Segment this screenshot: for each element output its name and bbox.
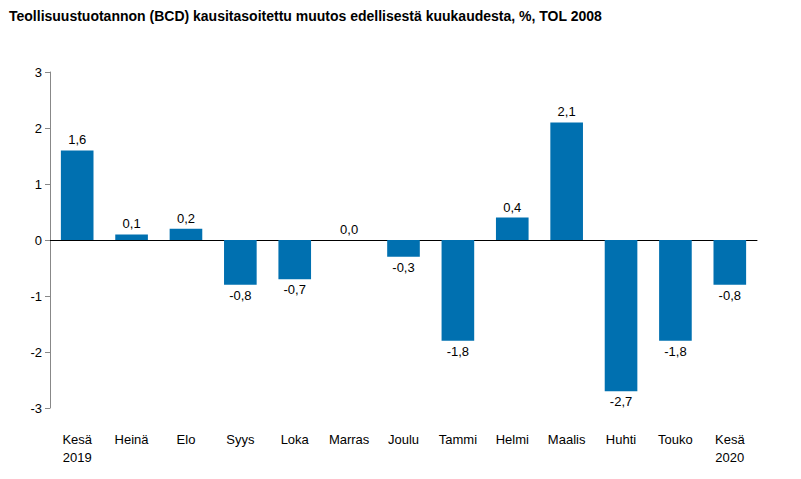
svg-text:-1,8: -1,8: [664, 344, 686, 359]
svg-text:-3: -3: [30, 401, 42, 416]
svg-text:0,0: 0,0: [340, 222, 358, 237]
svg-text:Heinä: Heinä: [115, 432, 150, 447]
svg-text:Tammi: Tammi: [439, 432, 477, 447]
svg-text:-2: -2: [30, 345, 42, 360]
svg-text:-1: -1: [30, 289, 42, 304]
svg-text:0,2: 0,2: [177, 211, 195, 226]
svg-text:Elo: Elo: [177, 432, 196, 447]
svg-text:1: 1: [35, 177, 42, 192]
svg-text:-0,8: -0,8: [229, 288, 251, 303]
svg-text:2: 2: [35, 121, 42, 136]
svg-text:Kesä: Kesä: [62, 432, 92, 447]
svg-text:Helmi: Helmi: [496, 432, 529, 447]
svg-text:-2,7: -2,7: [610, 394, 632, 409]
svg-text:Marras: Marras: [329, 432, 370, 447]
svg-text:Huhti: Huhti: [606, 432, 636, 447]
svg-text:2,1: 2,1: [558, 104, 576, 119]
svg-text:Loka: Loka: [281, 432, 310, 447]
svg-text:Teollisuustuotannon (BCD) kaus: Teollisuustuotannon (BCD) kausitasoitett…: [9, 8, 602, 24]
svg-text:-0,3: -0,3: [392, 260, 414, 275]
svg-text:-0,8: -0,8: [719, 288, 741, 303]
svg-text:-0,7: -0,7: [284, 282, 306, 297]
svg-text:0: 0: [35, 233, 42, 248]
svg-text:2020: 2020: [715, 450, 744, 465]
svg-text:2019: 2019: [63, 450, 92, 465]
svg-text:Syys: Syys: [226, 432, 255, 447]
svg-text:Touko: Touko: [658, 432, 693, 447]
svg-text:Maalis: Maalis: [548, 432, 586, 447]
svg-text:1,6: 1,6: [68, 132, 86, 147]
svg-text:-1,8: -1,8: [447, 344, 469, 359]
svg-text:0,1: 0,1: [123, 216, 141, 231]
svg-text:3: 3: [35, 65, 42, 80]
svg-text:Joulu: Joulu: [388, 432, 419, 447]
svg-text:Kesä: Kesä: [715, 432, 745, 447]
svg-text:0,4: 0,4: [503, 200, 521, 215]
